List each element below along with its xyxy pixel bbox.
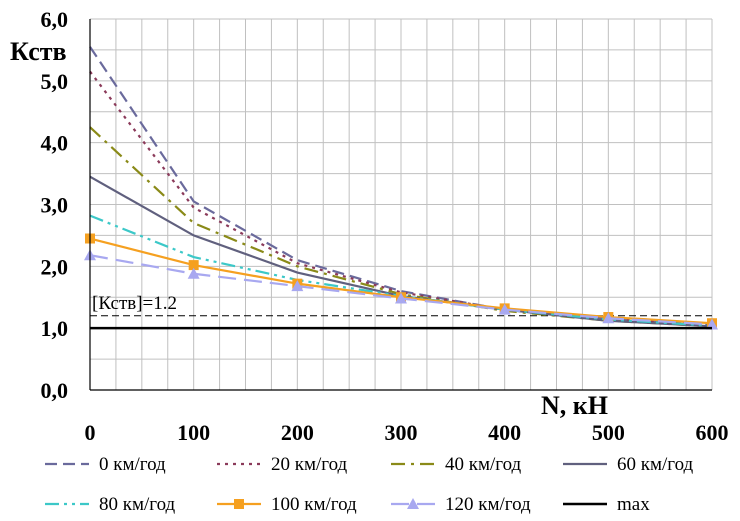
x-tick-label: 200 [281, 420, 314, 445]
legend-label: 20 км/год [271, 454, 348, 475]
x-tick-labels: 0 100 200 300 400 500 600 [85, 420, 729, 445]
x-axis-title: N, кН [541, 391, 608, 420]
y-tick-label: 5,0 [41, 69, 69, 94]
reference-label: [Кств]=1.2 [92, 293, 177, 314]
series-6-point [395, 292, 407, 304]
legend-label: max [617, 494, 650, 515]
y-tick-label: 2,0 [41, 254, 69, 279]
grid-lines [89, 18, 713, 391]
legend-marker [407, 498, 419, 509]
legend-item: 120 км/год [391, 494, 531, 515]
legend-marker [234, 499, 244, 509]
legend-item: 40 км/год [391, 454, 522, 475]
legend-item: max [563, 494, 650, 515]
legend-label: 120 км/год [445, 494, 531, 515]
y-tick-label: 3,0 [41, 193, 69, 218]
y-tick-labels: 0,0 1,0 2,0 3,0 4,0 5,0 6,0 [41, 7, 69, 403]
series-6-point [291, 280, 304, 292]
legend-label: 60 км/год [617, 454, 694, 475]
axes [89, 19, 712, 391]
legend-item: 80 км/год [45, 494, 176, 515]
legend: 0 км/год 20 км/год 40 км/год 60 км/год 80 км… [45, 454, 694, 515]
legend-item: 0 км/год [45, 454, 166, 475]
legend-label: 40 км/год [445, 454, 522, 475]
series-5-point [188, 260, 199, 271]
legend-label: 0 км/год [99, 454, 166, 475]
legend-item: 100 км/год [217, 494, 357, 515]
x-tick-label: 300 [385, 420, 418, 445]
legend-item: 20 км/год [217, 454, 348, 475]
y-tick-label: 0,0 [41, 378, 69, 403]
series-layer [84, 46, 718, 330]
x-tick-label: 400 [488, 420, 521, 445]
x-tick-label: 500 [592, 420, 625, 445]
series-6-point [498, 303, 511, 315]
legend-item: 60 км/год [563, 454, 694, 475]
y-axis-title: Кств [10, 37, 67, 66]
x-tick-label: 0 [85, 420, 96, 445]
series-6-point [187, 267, 200, 279]
y-tick-label: 6,0 [41, 7, 69, 32]
series-6-point [706, 318, 718, 330]
series-6-point [602, 312, 615, 324]
x-tick-label: 100 [177, 420, 210, 445]
y-tick-label: 1,0 [41, 316, 69, 341]
y-tick-label: 4,0 [41, 131, 69, 156]
legend-label: 100 км/год [271, 494, 357, 515]
legend-label: 80 км/год [99, 494, 176, 515]
x-tick-label: 600 [696, 420, 729, 445]
